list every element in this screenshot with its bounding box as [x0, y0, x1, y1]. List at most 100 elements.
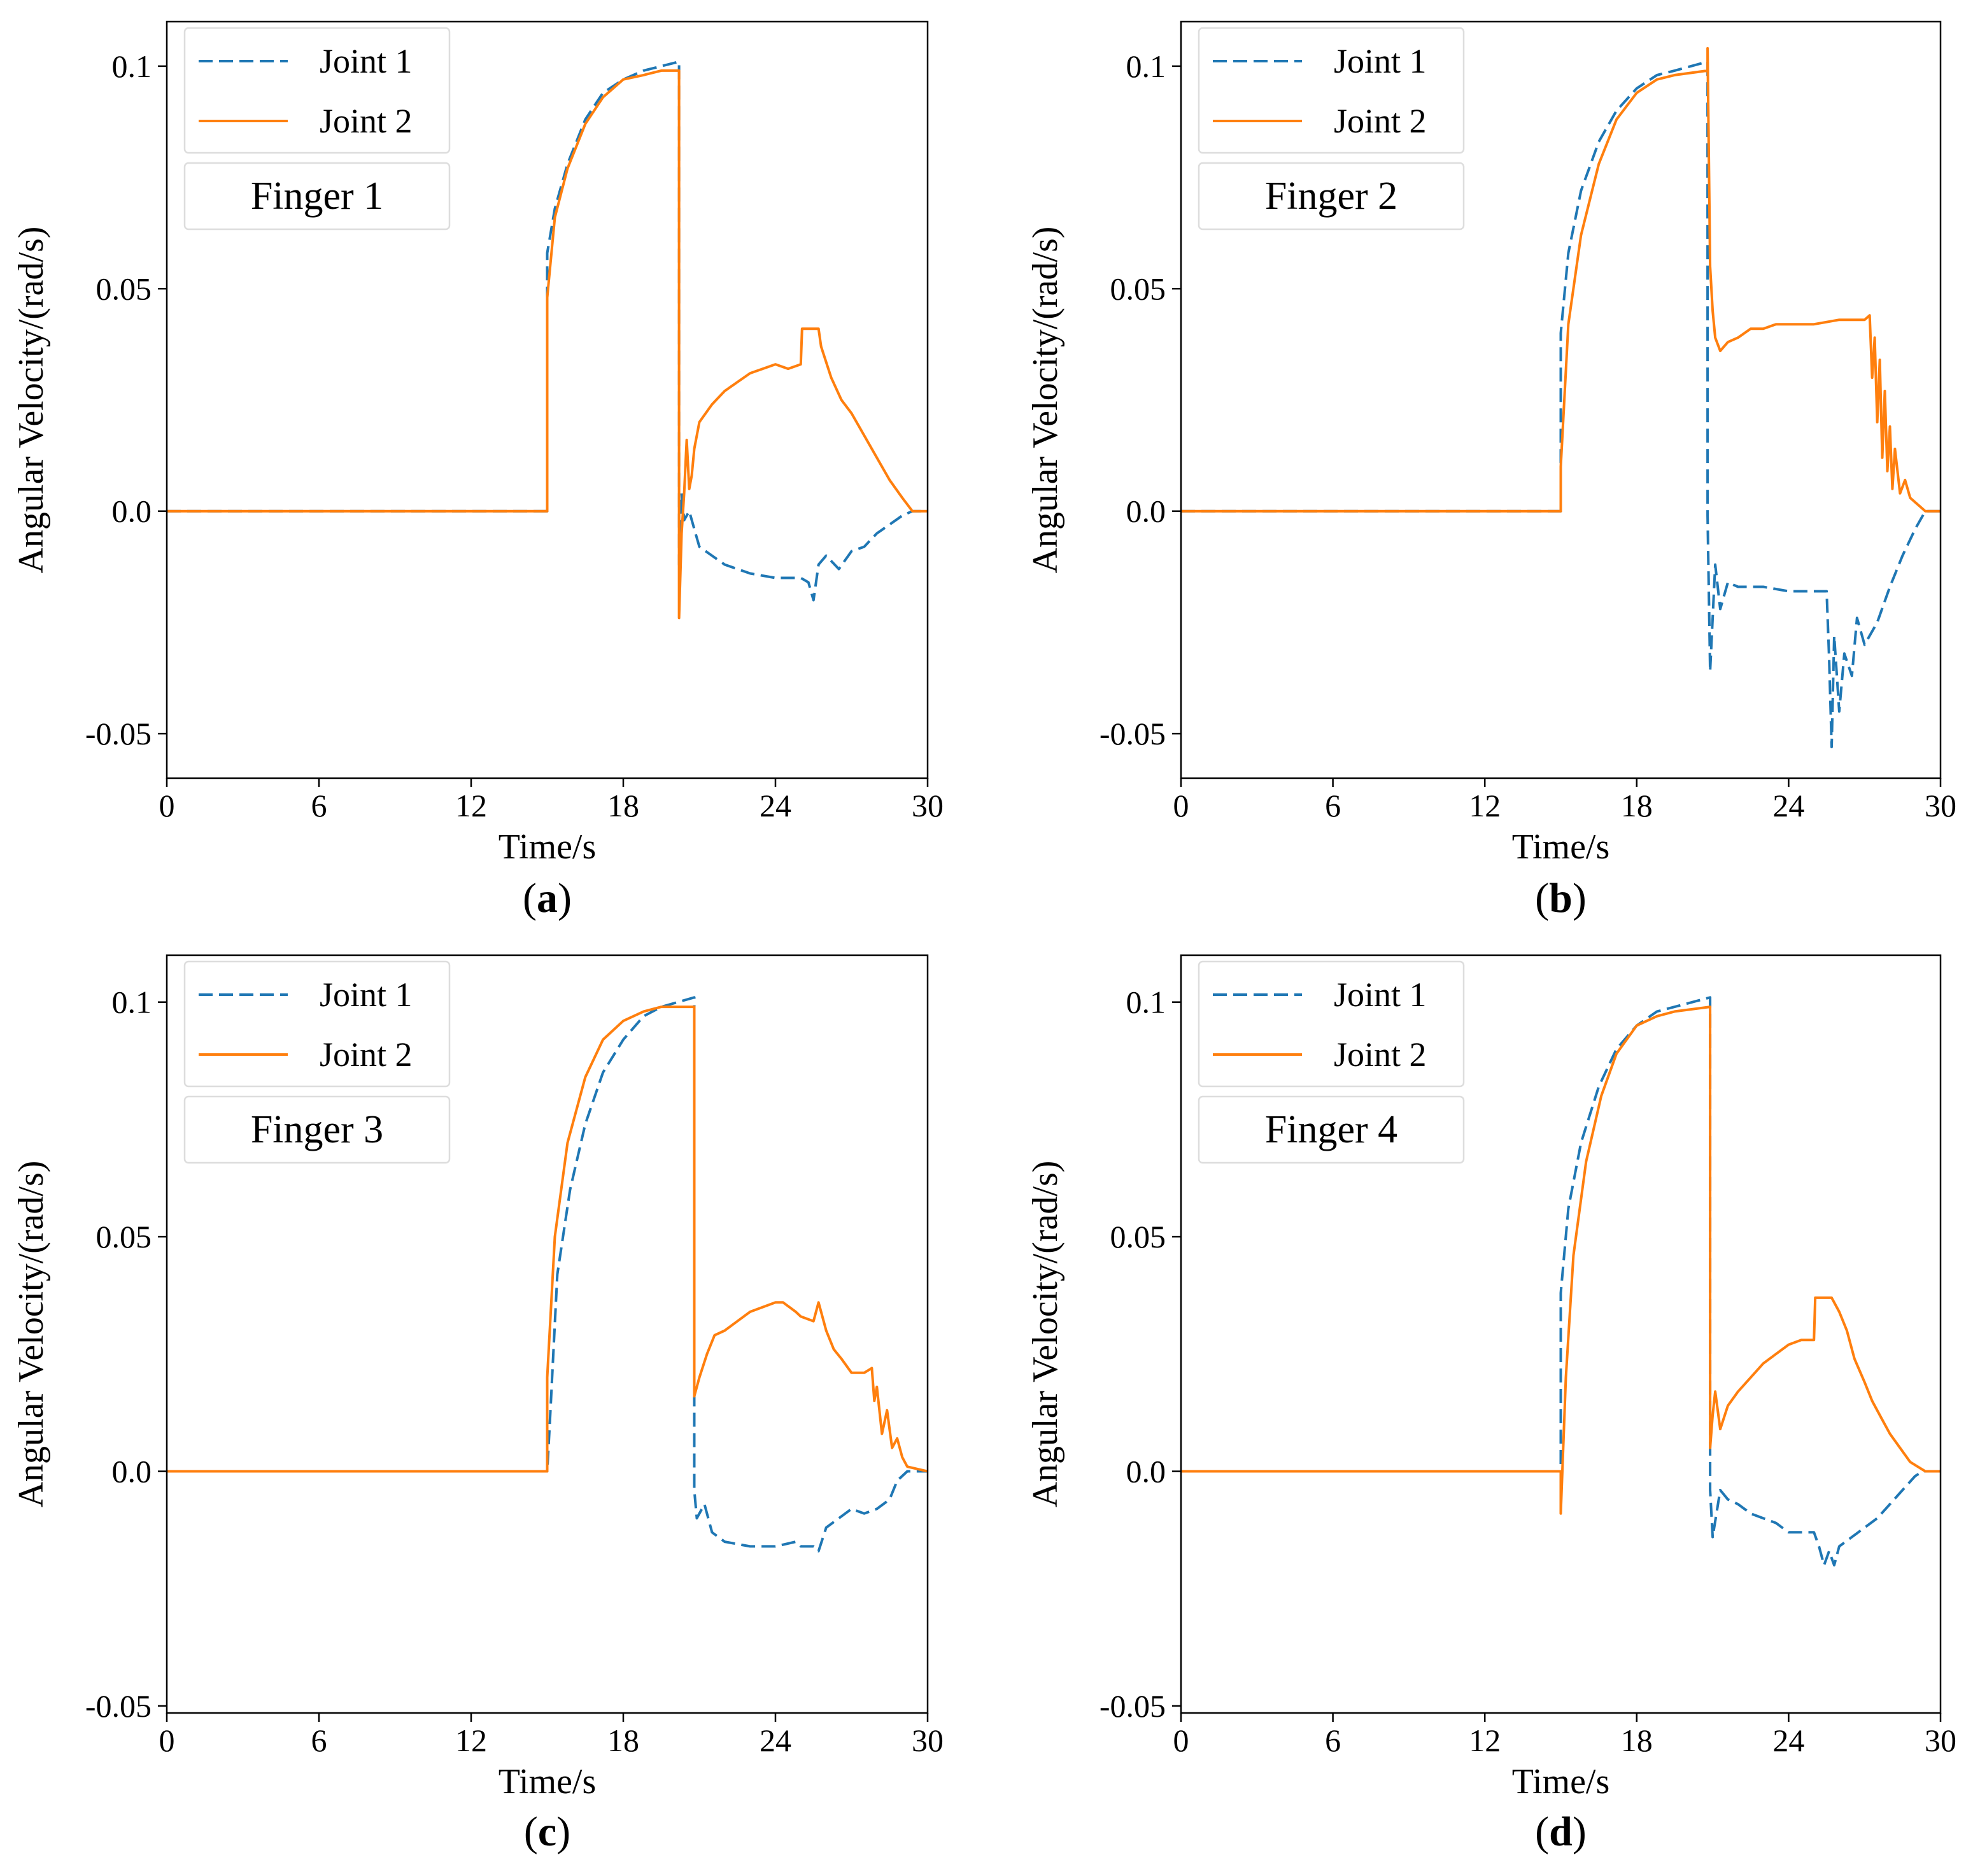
panel-label-open-b: (	[1535, 875, 1549, 921]
plot-frame-b	[1180, 20, 1942, 779]
y-tick-label-b-3: 0.1	[1126, 48, 1166, 84]
series-group-b	[1181, 46, 1941, 749]
finger-annotation-b: Finger 2	[1198, 162, 1465, 231]
y-tick-label-d-0: -0.05	[1100, 1688, 1166, 1724]
series-line-joint-2-c	[167, 1006, 928, 1473]
x-axis-label-a: Time/s	[499, 827, 597, 867]
panel-label-open-c: (	[524, 1808, 538, 1855]
finger-annotation-label-a: Finger 1	[251, 174, 383, 218]
x-tick-label-c-1: 6	[311, 1723, 327, 1758]
x-tick-label-b-1: 6	[1325, 788, 1341, 823]
chart-panel-b: 0 6 12 18 24 30 -0.05 0.0 0.05 0.1 Time/s Angular V…	[1026, 20, 1956, 921]
x-axis-label-b: Time/s	[1512, 827, 1610, 867]
legend-a: Joint 1 Joint 2	[183, 27, 451, 154]
x-tick-label-c-3: 18	[607, 1723, 639, 1758]
y-tick-label-a-2: 0.05	[96, 271, 152, 306]
series-line-joint-1-c	[167, 996, 928, 1553]
y-tick-label-a-1: 0.0	[112, 494, 152, 529]
finger-annotation-box-a	[183, 162, 451, 231]
x-tick-label-d-1: 6	[1325, 1723, 1341, 1758]
legend-label-joint-2-c: Joint 2	[320, 1035, 413, 1074]
x-tick-label-a-1: 6	[311, 788, 327, 823]
panel-label-c: (c)	[524, 1808, 570, 1855]
chart-panel-d: 0 6 12 18 24 30 -0.05 0.0 0.05 0.1 Time/s Angular V…	[1026, 954, 1956, 1855]
series-line-joint-2-b	[1181, 46, 1941, 513]
finger-annotation-a: Finger 1	[183, 162, 451, 231]
y-tick-label-d-2: 0.05	[1110, 1219, 1166, 1254]
panel-label-letter-a: a	[537, 875, 558, 921]
x-tick-label-c-4: 24	[760, 1723, 791, 1758]
panel-label-close-c: )	[556, 1808, 570, 1855]
finger-annotation-label-c: Finger 3	[251, 1108, 383, 1151]
plot-frame-d	[1180, 954, 1942, 1714]
x-tick-label-c-0: 0	[159, 1723, 175, 1758]
panel-label-close-b: )	[1573, 875, 1587, 921]
x-tick-label-b-2: 12	[1469, 788, 1501, 823]
y-axis-label-d: Angular Velocity/(rad/s)	[1026, 1161, 1065, 1508]
legend-label-joint-1-d: Joint 1	[1334, 976, 1427, 1014]
series-line-joint-1-a	[167, 60, 928, 602]
legend-label-joint-2-b: Joint 2	[1334, 102, 1427, 140]
legend-c: Joint 1 Joint 2	[183, 960, 451, 1088]
panel-label-open-d: (	[1535, 1808, 1549, 1855]
x-tick-label-b-3: 18	[1621, 788, 1653, 823]
finger-annotation-box-d	[1198, 1095, 1465, 1164]
finger-annotation-c: Finger 3	[183, 1095, 451, 1164]
panel-label-d: (d)	[1535, 1808, 1587, 1855]
legend-label-joint-1-b: Joint 1	[1334, 42, 1427, 80]
legend-d: Joint 1 Joint 2	[1198, 960, 1465, 1088]
y-tick-label-b-1: 0.0	[1126, 494, 1166, 529]
panel-label-open-a: (	[523, 875, 537, 921]
x-tick-label-b-0: 0	[1173, 788, 1189, 823]
y-axis-label-c: Angular Velocity/(rad/s)	[11, 1161, 51, 1508]
series-group-c	[167, 996, 928, 1553]
panel-label-b: (b)	[1535, 875, 1587, 921]
series-group-d	[1181, 996, 1941, 1567]
panel-label-close-a: )	[558, 875, 572, 921]
x-tick-label-a-0: 0	[159, 788, 175, 823]
finger-annotation-label-b: Finger 2	[1265, 174, 1397, 218]
y-axis-label-a: Angular Velocity/(rad/s)	[11, 227, 51, 574]
series-line-joint-2-a	[167, 69, 928, 620]
legend-label-joint-1-c: Joint 1	[320, 976, 413, 1014]
series-line-joint-1-d	[1181, 996, 1941, 1567]
y-tick-label-b-2: 0.05	[1110, 271, 1166, 306]
x-tick-label-a-2: 12	[455, 788, 487, 823]
y-tick-label-c-3: 0.1	[112, 984, 152, 1020]
y-tick-label-d-1: 0.0	[1126, 1454, 1166, 1489]
chart-panel-a: 0 6 12 18 24 30 -0.05 0.0 0.05 0.1 Time/s Angular V…	[11, 20, 944, 921]
series-line-joint-2-d	[1181, 1006, 1941, 1515]
y-tick-label-d-3: 0.1	[1126, 984, 1166, 1020]
legend-label-joint-1-a: Joint 1	[320, 42, 413, 80]
finger-annotation-box-c	[183, 1095, 451, 1164]
y-tick-label-c-2: 0.05	[96, 1219, 152, 1254]
x-tick-label-d-0: 0	[1173, 1723, 1189, 1758]
x-tick-label-c-5: 30	[912, 1723, 944, 1758]
panel-label-a: (a)	[523, 875, 572, 921]
chart-panel-c: 0 6 12 18 24 30 -0.05 0.0 0.05 0.1 Time/s Angular V…	[11, 954, 944, 1855]
x-tick-label-a-4: 24	[760, 788, 791, 823]
legend-label-joint-2-a: Joint 2	[320, 102, 413, 140]
series-group-a	[167, 60, 928, 620]
y-tick-label-a-3: 0.1	[112, 48, 152, 84]
panel-label-letter-c: c	[538, 1808, 556, 1855]
panel-label-close-d: )	[1573, 1808, 1587, 1855]
legend-b: Joint 1 Joint 2	[1198, 27, 1465, 154]
y-tick-label-b-0: -0.05	[1100, 716, 1166, 751]
x-axis-label-d: Time/s	[1512, 1762, 1610, 1801]
finger-annotation-d: Finger 4	[1198, 1095, 1465, 1164]
x-tick-label-b-5: 30	[1925, 788, 1956, 823]
x-tick-label-b-4: 24	[1772, 788, 1804, 823]
x-tick-label-d-5: 30	[1925, 1723, 1956, 1758]
panel-label-letter-d: d	[1549, 1808, 1573, 1855]
x-axis-label-c: Time/s	[499, 1762, 597, 1801]
x-tick-label-d-4: 24	[1772, 1723, 1804, 1758]
panel-label-letter-b: b	[1549, 875, 1573, 921]
plot-frame-a	[166, 20, 929, 779]
finger-annotation-label-d: Finger 4	[1265, 1108, 1397, 1151]
series-line-joint-1-b	[1181, 60, 1941, 749]
x-tick-label-d-3: 18	[1621, 1723, 1653, 1758]
y-tick-label-c-1: 0.0	[112, 1454, 152, 1489]
